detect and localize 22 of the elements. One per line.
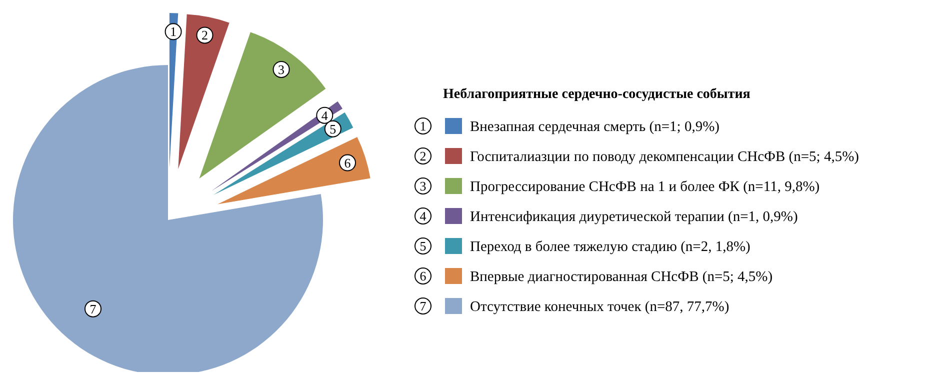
text: 3 xyxy=(420,178,426,194)
legend-label: Отсутствие конечных точек (n=87, 77,7%) xyxy=(470,299,730,315)
text: 2 xyxy=(420,148,426,164)
text: 3 xyxy=(278,62,285,77)
text: 4 xyxy=(420,208,426,224)
legend-label: Переход в более тяжелую стадию (n=2, 1,8%) xyxy=(470,239,751,255)
legend-label: Впервые диагностированная СНсФВ (n=5; 4,5%) xyxy=(470,269,773,285)
text: 7 xyxy=(90,301,97,316)
text: 2 xyxy=(202,28,208,43)
text: 5 xyxy=(420,238,426,254)
text: 4 xyxy=(321,108,328,123)
legend-title: Неблагоприятные сердечно-сосудистые события xyxy=(443,87,751,102)
legend-label: Интенсификация диуретической терапии (n=1, 0,9%) xyxy=(470,209,798,225)
text: 1 xyxy=(420,118,426,134)
text: 6 xyxy=(420,268,426,284)
legend-label: Внезапная сердечная смерть (n=1; 0,9%) xyxy=(470,119,720,135)
text: 5 xyxy=(330,121,336,136)
legend-label: Прогрессирование СНсФВ на 1 и более ФК (n=11, 9,8%) xyxy=(470,179,820,195)
text: 7 xyxy=(420,298,426,314)
text: 1 xyxy=(170,24,177,40)
legend-label: Госпиталиазции по поводу декомпенсации СНсФВ (n=5; 4,5%) xyxy=(470,149,860,165)
text: 6 xyxy=(344,155,352,170)
